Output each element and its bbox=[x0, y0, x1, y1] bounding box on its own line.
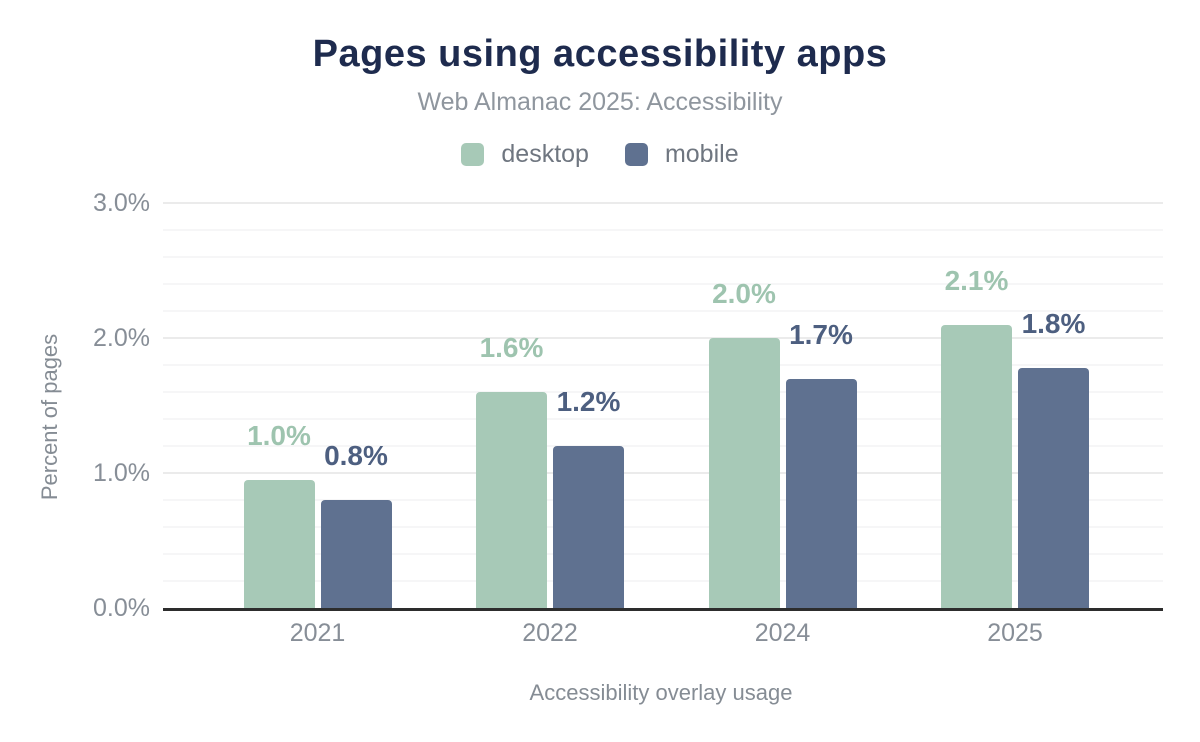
bar-label-mobile-2024: 1.7% bbox=[789, 318, 853, 350]
gridline-minor bbox=[163, 580, 1163, 582]
y-tick-1.0%: 1.0% bbox=[93, 459, 150, 487]
legend-swatch-mobile-icon bbox=[624, 142, 648, 166]
y-tick-3.0%: 3.0% bbox=[93, 189, 150, 217]
gridline-minor bbox=[163, 256, 1163, 258]
plot-area: 1.0% 0.8% 1.6% 1.2% 2.0% 1.7% 2.1% 1.8% bbox=[163, 202, 1163, 611]
bar-label-mobile-2022: 1.2% bbox=[556, 386, 621, 417]
bar-desktop-2022 bbox=[476, 392, 547, 608]
gridline-minor bbox=[163, 526, 1163, 528]
x-tick-2025: 2025 bbox=[987, 619, 1043, 647]
legend-label-mobile: mobile bbox=[664, 139, 739, 168]
gridline-major bbox=[163, 202, 1163, 204]
bar-label-desktop-2025: 2.1% bbox=[944, 264, 1009, 296]
x-tick-2024: 2024 bbox=[754, 619, 811, 647]
legend: desktop mobile bbox=[0, 140, 1200, 168]
bar-desktop-2025 bbox=[941, 324, 1012, 608]
bar-mobile-2025 bbox=[1018, 367, 1089, 608]
legend-swatch-desktop-icon bbox=[461, 142, 485, 166]
gridline-major bbox=[163, 337, 1163, 339]
bar-desktop-2021 bbox=[243, 479, 315, 608]
gridline-minor bbox=[163, 229, 1163, 231]
gridline-minor bbox=[163, 499, 1163, 501]
legend-item-desktop[interactable]: desktop bbox=[461, 139, 589, 168]
bar-label-desktop-2024: 2.0% bbox=[712, 278, 776, 309]
x-axis-title: Accessibility overlay usage bbox=[529, 680, 793, 705]
gridline-minor bbox=[163, 445, 1163, 447]
chart-subtitle: Web Almanac 2025: Accessibility bbox=[417, 88, 783, 116]
gridline-minor bbox=[163, 391, 1163, 393]
bar-label-mobile-2025: 1.8% bbox=[1021, 307, 1086, 339]
bar-label-desktop-2021: 1.0% bbox=[247, 419, 311, 451]
bar-mobile-2021 bbox=[320, 500, 392, 608]
gridline-minor bbox=[163, 364, 1163, 366]
gridline-minor bbox=[163, 553, 1163, 555]
bar-label-desktop-2022: 1.6% bbox=[479, 332, 544, 363]
legend-label-desktop: desktop bbox=[501, 139, 589, 168]
chart-title: Pages using accessibility apps bbox=[312, 33, 888, 75]
bar-mobile-2024 bbox=[785, 378, 857, 608]
gridline-minor bbox=[163, 283, 1163, 285]
bar-mobile-2022 bbox=[553, 446, 624, 608]
y-tick-0.0%: 0.0% bbox=[93, 594, 150, 622]
bar-desktop-2024 bbox=[708, 338, 780, 608]
bar-label-mobile-2021: 0.8% bbox=[324, 440, 388, 471]
x-tick-2021: 2021 bbox=[289, 619, 346, 647]
y-tick-2.0%: 2.0% bbox=[93, 324, 150, 352]
gridline-major bbox=[163, 472, 1163, 474]
legend-item-mobile[interactable]: mobile bbox=[624, 139, 739, 168]
gridline-minor bbox=[163, 418, 1163, 420]
gridline-minor bbox=[163, 310, 1163, 312]
x-tick-2022: 2022 bbox=[522, 619, 578, 647]
